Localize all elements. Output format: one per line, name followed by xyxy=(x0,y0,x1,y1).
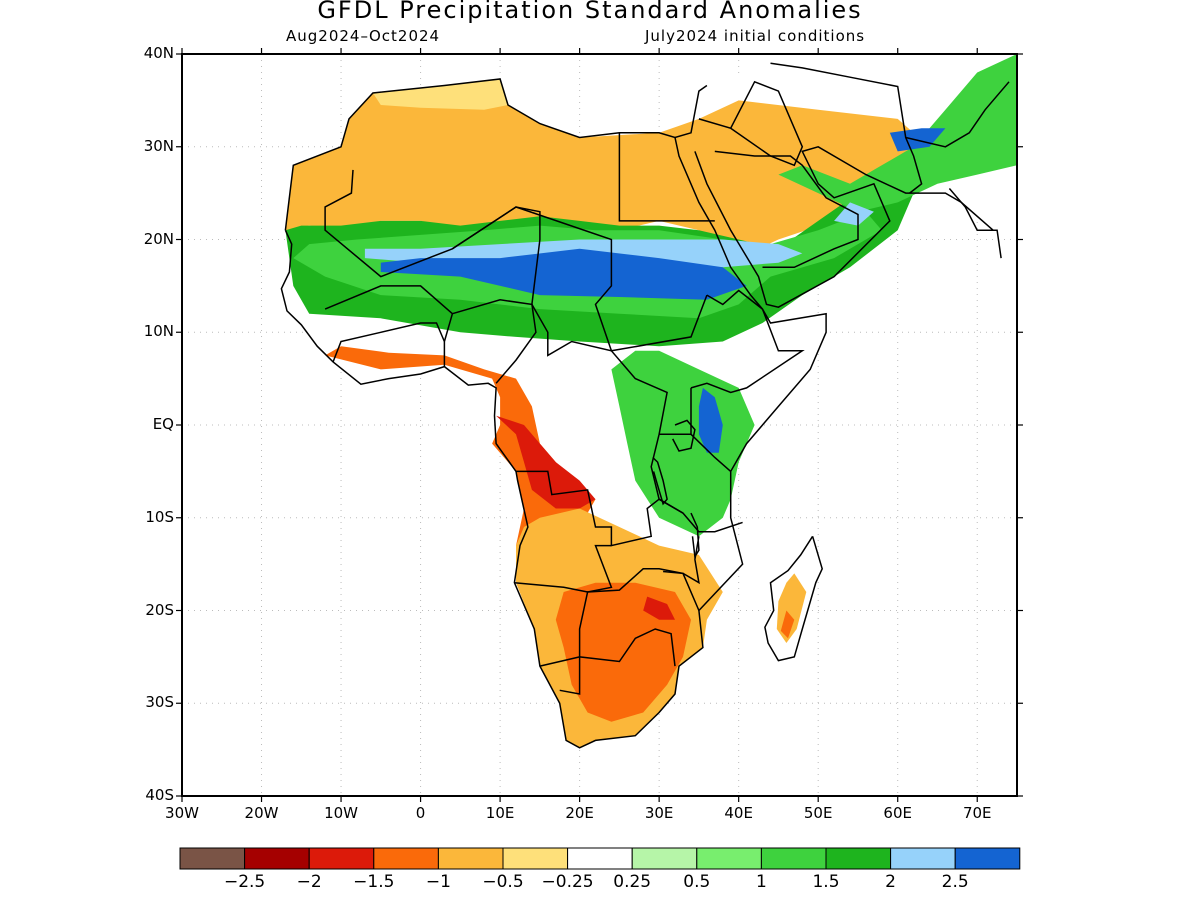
lon-label: 50E xyxy=(803,804,833,822)
lon-label: 30W xyxy=(165,804,199,822)
lon-label: 0 xyxy=(415,804,426,822)
arabia-coast-line xyxy=(694,145,994,308)
africa-coastline-line xyxy=(284,78,708,231)
nw-africa-dry-region xyxy=(285,79,930,259)
colorbar-swatch xyxy=(954,847,1021,870)
sahel-deep-blue-region xyxy=(380,248,747,300)
niger-chad-border-line xyxy=(451,206,541,305)
libya-egypt-border-line xyxy=(618,132,715,222)
lat-label: 20N xyxy=(143,229,174,248)
madagascar-coast-line xyxy=(764,535,823,662)
west-africa-inner-line xyxy=(332,322,446,363)
colorbar-swatch xyxy=(179,847,246,870)
lat-label: 40S xyxy=(145,786,174,804)
colorbar-label: −1.5 xyxy=(353,872,395,892)
angola-border-line xyxy=(514,544,613,593)
colorbar-label: −2 xyxy=(296,872,322,892)
lake-malawi-line xyxy=(690,512,700,559)
lat-label: 30S xyxy=(145,693,174,712)
colorbar-swatch xyxy=(696,847,762,870)
india-coast-line xyxy=(948,188,1002,259)
colorbar-label: 0.25 xyxy=(613,872,652,892)
middle-east-borders-line xyxy=(698,80,804,167)
west-africa-coastline-line xyxy=(280,229,827,749)
afghan-pak-border-line xyxy=(905,81,1010,148)
central-africa-border-line xyxy=(531,304,684,514)
anomaly-field xyxy=(281,54,1017,748)
mozambique-border-line xyxy=(663,536,700,585)
arabia-blue-region xyxy=(834,202,874,226)
lon-label: 60E xyxy=(883,804,912,822)
colorbar-label: −0.5 xyxy=(482,872,524,892)
lon-label: 10W xyxy=(324,804,358,822)
colorbar-label: 2.5 xyxy=(941,872,969,892)
red-sea-coast-line xyxy=(674,137,764,310)
colorbar-swatch xyxy=(890,847,956,870)
congo-coast-red-region xyxy=(496,415,596,509)
colorbar-label: 2 xyxy=(885,872,896,892)
colorbar-swatch xyxy=(760,847,827,870)
colorbar-swatch xyxy=(825,847,892,870)
colorbar-label: −2.5 xyxy=(223,872,266,892)
lat-label: 30N xyxy=(143,136,174,155)
lake-victoria-blue-region xyxy=(698,387,723,453)
colorbar xyxy=(179,847,1021,870)
map-frame xyxy=(181,53,1018,797)
lat-label: 10S xyxy=(145,507,174,526)
colorbar-label: −0.25 xyxy=(541,872,594,892)
lon-label: 10E xyxy=(485,804,515,822)
initial-conditions: July2024 initial conditions xyxy=(645,27,866,45)
mediterranean-wet-edge-region xyxy=(372,79,508,110)
colorbar-swatch xyxy=(631,847,698,870)
lon-label: 20E xyxy=(565,804,594,822)
colorbar-label: 1 xyxy=(755,872,767,892)
colorbar-swatch xyxy=(308,847,375,870)
madagascar-darkorange-region xyxy=(780,610,795,639)
arabia-green-region xyxy=(778,54,1017,212)
colorbar-swatch xyxy=(437,847,504,870)
lake-victoria-line xyxy=(672,419,696,452)
lat-label: EQ xyxy=(152,415,174,433)
east-africa-green-region xyxy=(611,350,755,537)
colorbar-swatch xyxy=(373,847,439,870)
lat-label: 10N xyxy=(143,322,174,341)
lon-label: 20W xyxy=(244,804,279,822)
colorbar-swatch xyxy=(502,847,569,870)
west-africa-inner-2-line xyxy=(324,285,453,315)
lat-label: 40N xyxy=(143,44,174,62)
saudi-borders-line xyxy=(714,150,859,269)
forecast-period: Aug2024–Oct2024 xyxy=(286,27,441,45)
southern-red-core-region xyxy=(643,596,675,620)
south-africa-border-line xyxy=(559,628,676,695)
country-borders xyxy=(280,62,1010,749)
horn-border-line xyxy=(690,289,805,394)
drc-border-line xyxy=(516,470,660,547)
colorbar-label: −1 xyxy=(425,872,451,892)
southern-borders-line xyxy=(539,568,700,667)
figure-title: GFDL Precipitation Standard Anomalies xyxy=(317,0,863,24)
nigeria-border-line xyxy=(443,299,537,384)
lon-label: 70E xyxy=(962,804,992,822)
tanzania-border-line xyxy=(658,498,743,533)
colorbar-swatch xyxy=(567,847,633,870)
lake-tanganyika-line xyxy=(652,456,668,506)
lon-label: 30E xyxy=(644,804,674,822)
colorbar-label: 1.5 xyxy=(812,872,840,892)
lon-label: 40E xyxy=(724,804,753,822)
colorbar-label: 0.5 xyxy=(683,872,711,892)
iran-border-line xyxy=(770,62,923,194)
colorbar-swatch xyxy=(244,847,310,870)
lat-label: 20S xyxy=(145,600,174,619)
